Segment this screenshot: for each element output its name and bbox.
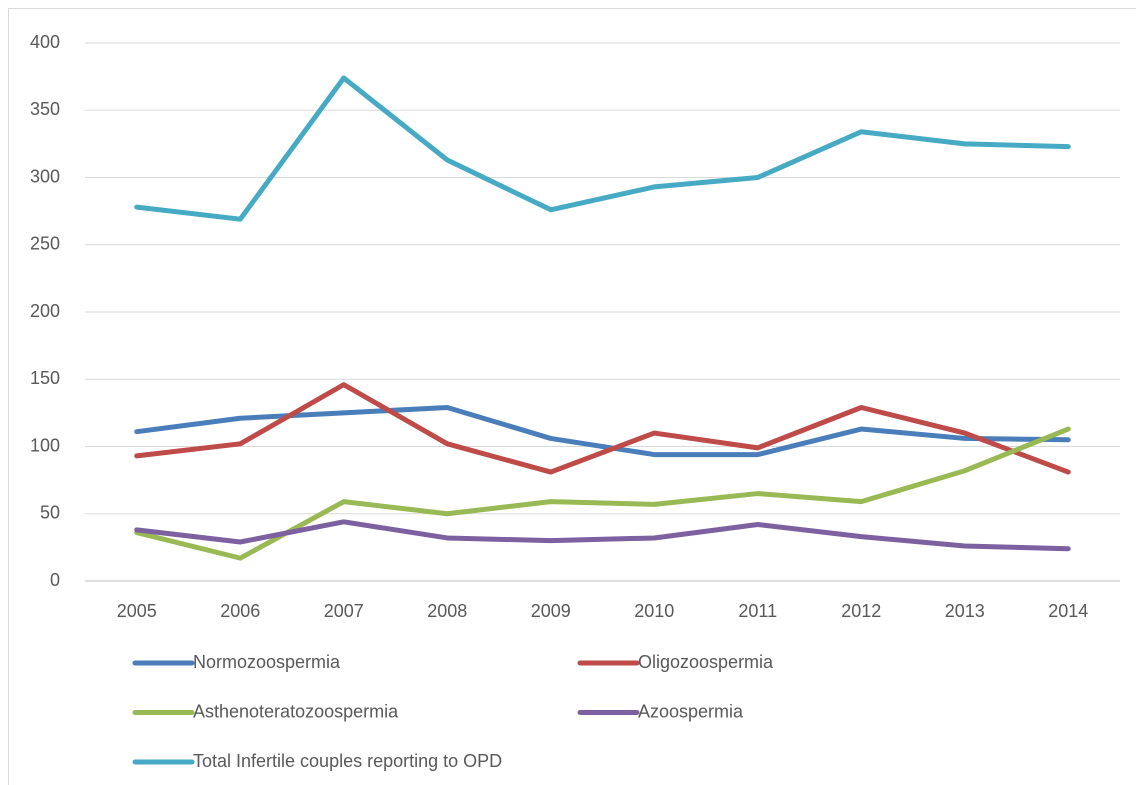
series-line (134, 404, 1071, 458)
y-tick-label: 100 (30, 435, 60, 455)
series-line (134, 519, 1071, 552)
x-tick-label: 2005 (117, 601, 157, 621)
legend-label: Total Infertile couples reporting to OPD (193, 751, 502, 771)
legend-label: Asthenoteratozoospermia (193, 701, 399, 721)
x-tick-label: 2010 (634, 601, 674, 621)
chart-border (8, 8, 1136, 785)
y-tick-label: 150 (30, 368, 60, 388)
y-tick-label: 200 (30, 301, 60, 321)
y-tick-label: 350 (30, 99, 60, 119)
legend-label: Azoospermia (638, 701, 744, 721)
x-tick-label: 2008 (427, 601, 467, 621)
y-tick-label: 400 (30, 32, 60, 52)
legend-label: Oligozoospermia (638, 652, 774, 672)
y-tick-label: 250 (30, 234, 60, 254)
legend-label: Normozoospermia (193, 652, 341, 672)
x-tick-label: 2009 (531, 601, 571, 621)
x-tick-label: 2011 (738, 601, 777, 621)
y-tick-label: 0 (50, 570, 60, 590)
x-tick-label: 2014 (1048, 601, 1088, 621)
y-tick-label: 50 (40, 503, 60, 523)
series-line (134, 75, 1071, 222)
x-tick-label: 2006 (220, 601, 260, 621)
series-line (134, 382, 1071, 475)
x-tick-label: 2007 (324, 601, 364, 621)
y-tick-label: 300 (30, 166, 60, 186)
x-tick-label: 2012 (841, 601, 881, 621)
x-tick-label: 2013 (945, 601, 985, 621)
